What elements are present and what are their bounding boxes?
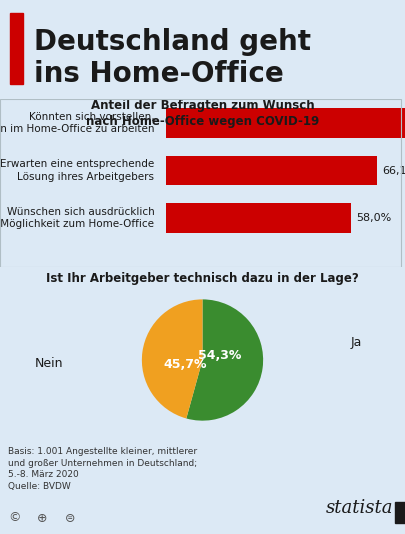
Bar bbox=[166, 203, 351, 233]
Text: Nein: Nein bbox=[34, 357, 63, 370]
Text: Anteil der Befragten zum Wunsch
nach Home-Office wegen COVID-19: Anteil der Befragten zum Wunsch nach Hom… bbox=[86, 99, 319, 128]
Text: Wünschen sich ausdrücklich
die Möglichkeit zum Home-Office: Wünschen sich ausdrücklich die Möglichke… bbox=[0, 207, 154, 230]
Text: Ist Ihr Arbeitgeber technisch dazu in der Lage?: Ist Ihr Arbeitgeber technisch dazu in de… bbox=[46, 272, 359, 285]
Text: ⊕: ⊕ bbox=[36, 512, 47, 524]
Text: 66,1%: 66,1% bbox=[382, 166, 405, 176]
Text: Deutschland geht
ins Home-Office: Deutschland geht ins Home-Office bbox=[34, 28, 311, 88]
Bar bbox=[166, 108, 405, 138]
Bar bbox=[10, 13, 23, 84]
Text: Ja: Ja bbox=[351, 336, 362, 349]
Text: Erwarten eine entsprechende
Lösung ihres Arbeitgebers: Erwarten eine entsprechende Lösung ihres… bbox=[0, 159, 154, 182]
Text: Basis: 1.001 Angestellte kleiner, mittlerer
und großer Unternehmen in Deutschlan: Basis: 1.001 Angestellte kleiner, mittle… bbox=[8, 447, 197, 491]
Text: statista: statista bbox=[325, 499, 393, 517]
Text: 58,0%: 58,0% bbox=[356, 213, 392, 223]
Text: Könnten sich vorstellen,
nun im Home-Office zu arbeiten: Könnten sich vorstellen, nun im Home-Off… bbox=[0, 112, 154, 134]
Text: ⊜: ⊜ bbox=[65, 512, 75, 524]
Text: ©: © bbox=[8, 512, 21, 524]
Bar bbox=[395, 502, 405, 523]
Bar bbox=[166, 156, 377, 185]
